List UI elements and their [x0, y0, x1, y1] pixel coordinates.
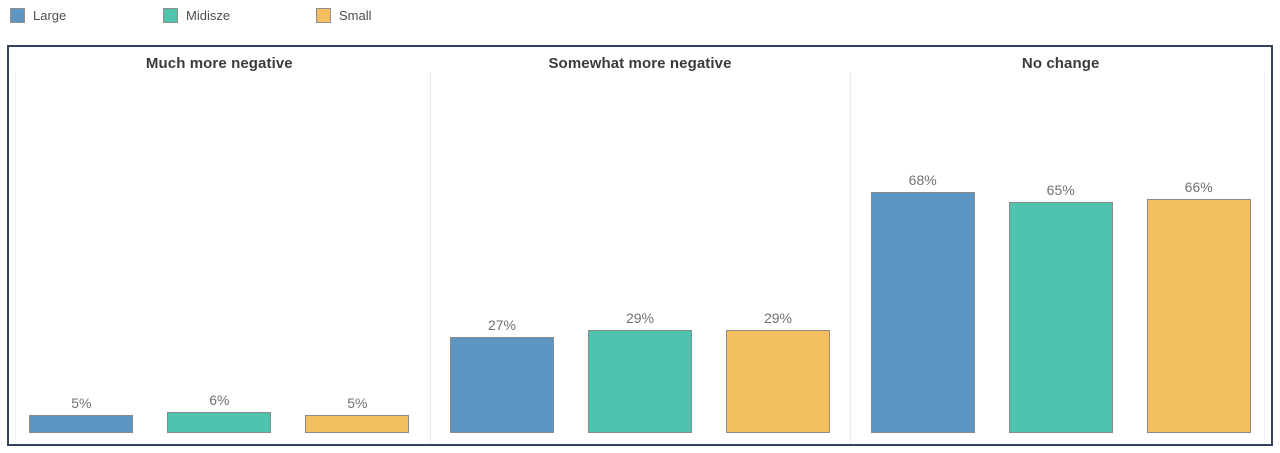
bar-small[interactable]: [305, 415, 410, 433]
legend-swatch-icon[interactable]: [316, 8, 331, 23]
legend-label: Large: [33, 8, 67, 23]
bar-midisze[interactable]: [167, 412, 272, 433]
legend-swatch-icon[interactable]: [163, 8, 178, 23]
bar-value-label: 66%: [1184, 179, 1213, 195]
bar-group-large: 5%: [29, 395, 134, 433]
bar-small[interactable]: [726, 330, 830, 433]
panel-header: Much more negative: [145, 55, 293, 72]
bar-value-label: 5%: [347, 395, 368, 411]
bar-group-small: 29%: [726, 310, 830, 433]
bar-value-label: 27%: [487, 317, 517, 333]
panel-1: Much more negative 5% 6% 5%: [9, 47, 430, 444]
bar-group-midisze: 65%: [1008, 182, 1113, 433]
bar-value-label: 5%: [71, 395, 92, 411]
bar-value-label: 29%: [763, 310, 793, 326]
legend: Large Midisze Small: [10, 8, 469, 23]
bar-small[interactable]: [1146, 199, 1251, 433]
panel-3: No change 68% 65% 66%: [850, 47, 1271, 444]
bar-group-midisze: 6%: [167, 392, 272, 433]
legend-swatch-icon[interactable]: [10, 8, 25, 23]
bar-value-label: 29%: [625, 310, 655, 326]
bar-value-label: 68%: [908, 172, 937, 188]
bar-large[interactable]: [29, 415, 134, 433]
legend-label: Midisze: [186, 8, 231, 23]
plot-area: 27% 29% 29%: [430, 75, 851, 444]
panel-header: No change: [1021, 55, 1100, 72]
panel-header: Somewhat more negative: [548, 55, 732, 72]
plot-area: 5% 6% 5%: [9, 75, 430, 444]
bar-large[interactable]: [450, 337, 554, 433]
bar-midisze[interactable]: [588, 330, 692, 433]
bar-midisze[interactable]: [1008, 202, 1113, 433]
bar-value-label: 65%: [1046, 182, 1075, 198]
legend-item-midisze[interactable]: Midisze: [163, 8, 316, 23]
bar-group-large: 68%: [870, 172, 975, 433]
bar-large[interactable]: [870, 192, 975, 433]
bar-group-small: 66%: [1146, 179, 1251, 433]
plot-area: 68% 65% 66%: [850, 75, 1271, 444]
bar-value-label: 6%: [209, 392, 230, 408]
bar-chart: Much more negative 5% 6% 5% Somewhat more ne…: [7, 45, 1273, 446]
bar-group-small: 5%: [305, 395, 410, 433]
legend-item-small[interactable]: Small: [316, 8, 469, 23]
legend-label: Small: [339, 8, 372, 23]
bar-group-midisze: 29%: [588, 310, 692, 433]
bar-group-large: 27%: [450, 317, 554, 433]
panel-2: Somewhat more negative 27% 29% 29%: [430, 47, 851, 444]
legend-item-large[interactable]: Large: [10, 8, 163, 23]
